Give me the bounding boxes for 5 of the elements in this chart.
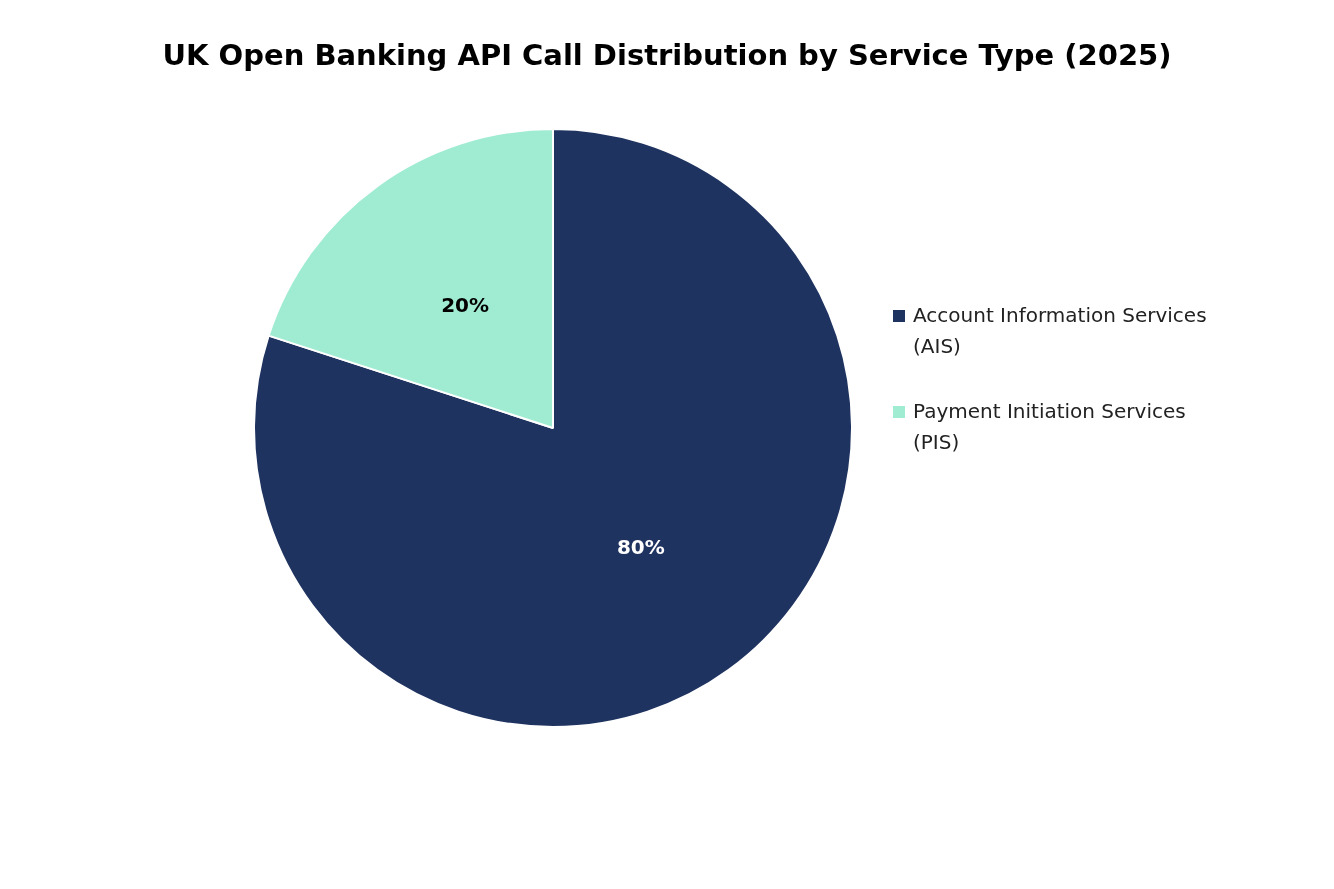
legend-label: Account Information Services (AIS): [913, 302, 1208, 360]
data-label: 80%: [616, 535, 665, 560]
legend-label: Payment Initiation Services (PIS): [913, 398, 1187, 456]
data-label: 20%: [441, 293, 490, 318]
chart-title: UK Open Banking API Call Distribution by Service Type (2025): [161, 38, 1173, 72]
